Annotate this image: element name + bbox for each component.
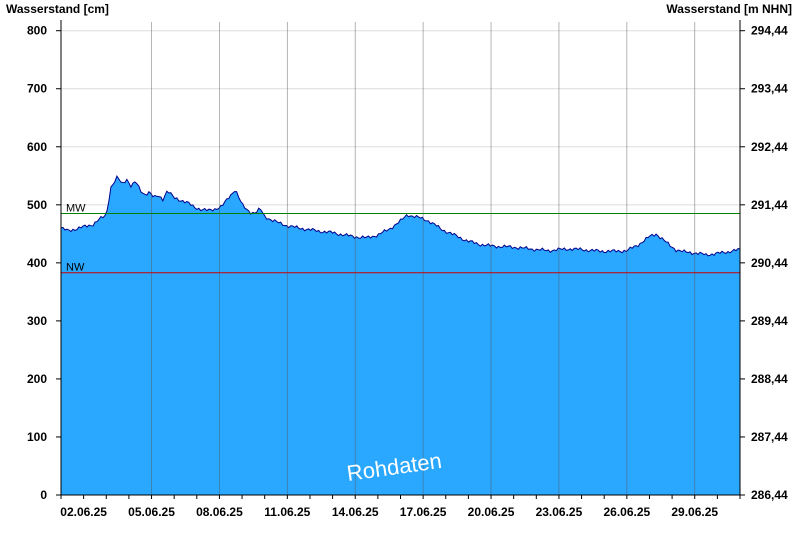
day-gridlines [151,22,696,495]
y-tick-label-right: 294,44 [751,24,788,38]
y-tick-label-right: 290,44 [751,256,788,270]
y-tick-label-left: 0 [40,488,47,502]
x-tick-label: 20.06.25 [468,505,515,519]
y-tick-label-left: 200 [27,372,47,386]
y-tick-label-right: 293,44 [751,82,788,96]
y-tick-label-right: 289,44 [751,314,788,328]
x-tick-label: 26.06.25 [603,505,650,519]
x-tick-label: 11.06.25 [264,505,310,519]
y-axis-label-right: Wasserstand [m NHN] [666,2,792,16]
x-tick-label: 17.06.25 [400,505,447,519]
y-tick-label-right: 291,44 [751,198,788,212]
reference-lines: MW NW [61,203,740,274]
y-tick-label-right: 286,44 [751,488,788,502]
y-tick-label-right: 287,44 [751,430,788,444]
x-tick-label: 02.06.25 [60,505,107,519]
tick-labels: 0 286,44 100 287,44 200 288,44 300 289,44 400 290… [27,24,788,519]
y-tick-label-left: 500 [27,198,47,212]
y-axis-label-left: Wasserstand [cm] [6,2,109,16]
y-tick-label-right: 292,44 [751,140,788,154]
y-tick-label-left: 300 [27,314,47,328]
y-tick-label-left: 600 [27,140,47,154]
reference-label-nw: NW [66,262,85,274]
x-tick-label: 23.06.25 [536,505,583,519]
water-level-area [61,176,740,495]
x-tick-label: 29.06.25 [671,505,718,519]
y-tick-label-left: 100 [27,430,47,444]
x-tick-label: 08.06.25 [196,505,243,519]
axes [56,20,745,499]
x-tick-label: 14.06.25 [332,505,379,519]
reference-label-mw: MW [66,203,86,215]
y-tick-label-left: 400 [27,256,47,270]
y-tick-label-left: 800 [27,24,47,38]
y-tick-label-left: 700 [27,82,47,96]
x-tick-label: 05.06.25 [128,505,175,519]
y-tick-label-right: 288,44 [751,372,788,386]
